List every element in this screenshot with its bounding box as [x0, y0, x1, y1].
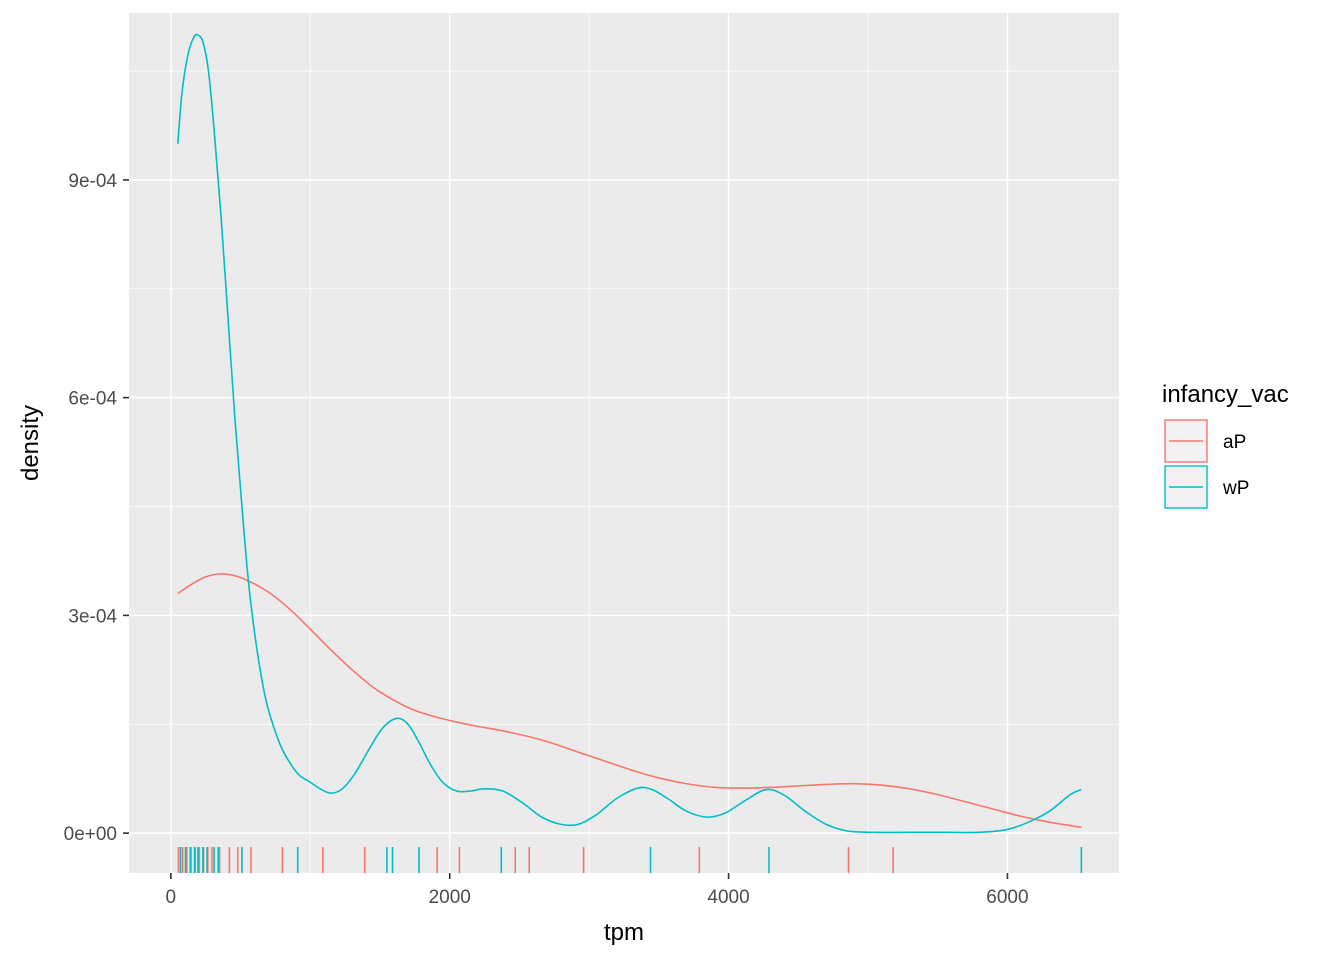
legend-label-wP: wP: [1222, 478, 1249, 499]
y-tick-label: 9e-04: [68, 171, 117, 192]
x-axis-title: tpm: [604, 919, 644, 946]
x-tick-label: 2000: [429, 887, 471, 908]
density-line-wP: [177, 33, 1082, 834]
legend-label-aP: aP: [1223, 432, 1246, 453]
legend-title: infancy_vac: [1162, 381, 1289, 408]
x-tick-label: 4000: [707, 887, 749, 908]
y-tick-label: 0e+00: [64, 824, 117, 845]
major-gridlines: [129, 13, 1119, 873]
rug-marks: [177, 847, 1083, 873]
y-axis-title: density: [17, 405, 44, 481]
density-curves: [177, 33, 1082, 834]
x-axis: 0 2000 4000 6000: [166, 873, 1029, 908]
y-axis: 0e+00 3e-04 6e-04 9e-04: [64, 171, 129, 845]
y-tick-label: 3e-04: [68, 606, 117, 627]
legend: infancy_vac aP wP: [1162, 381, 1289, 509]
density-line-aP: [177, 573, 1082, 829]
plot-panel: [129, 13, 1119, 873]
x-tick-label: 0: [166, 887, 177, 908]
minor-gridlines: [129, 13, 1119, 873]
x-tick-label: 6000: [986, 887, 1028, 908]
y-tick-label: 6e-04: [68, 389, 117, 410]
